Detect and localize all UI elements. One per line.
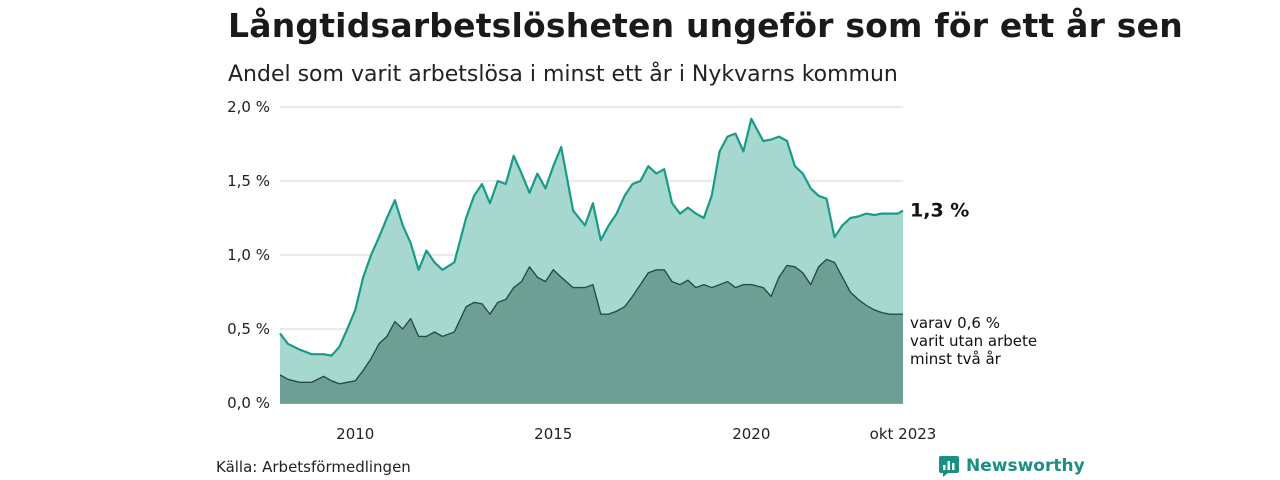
y-tick-label: 2,0 %: [227, 98, 270, 116]
y-tick-label: 0,5 %: [227, 320, 270, 338]
sub-value-label-line-1: varav 0,6 %: [910, 314, 1000, 332]
x-tick-label: okt 2023: [870, 425, 937, 443]
series-areas: [279, 117, 904, 404]
brand-name: Newsworthy: [966, 456, 1085, 476]
annotations: 1,3 % varav 0,6 % varit utan arbete mins…: [910, 200, 1037, 369]
chart-subtitle: Andel som varit arbetslösa i minst ett å…: [228, 62, 898, 87]
y-tick-label: 1,5 %: [227, 172, 270, 190]
newsworthy-icon: [939, 456, 959, 477]
x-tick-label: 2010: [336, 425, 374, 443]
main-value-label: 1,3 %: [910, 200, 969, 222]
y-axis-labels: 0,0 % 0,5 % 1,0 % 1,5 % 2,0 %: [227, 98, 270, 412]
series-varav-minst-tva-ar-line: [279, 258, 903, 385]
y-tick-label: 0,0 %: [227, 394, 270, 412]
source-note: Källa: Arbetsförmedlingen: [216, 458, 411, 476]
chart-title: Långtidsarbetslösheten ungeför som för e…: [228, 6, 1183, 45]
y-tick-label: 1,0 %: [227, 246, 270, 264]
series-varav-minst-tva-ar-area: [280, 259, 903, 403]
series-minst-ett-ar-line: [279, 117, 904, 357]
sub-value-label-line-3: minst två år: [910, 350, 1002, 368]
x-tick-label: 2015: [534, 425, 572, 443]
x-axis-labels: 2010 2015 2020 okt 2023: [336, 425, 936, 443]
brand-logo: Newsworthy: [938, 455, 1085, 477]
x-tick-label: 2020: [732, 425, 770, 443]
sub-value-label-line-2: varit utan arbete: [910, 332, 1037, 350]
